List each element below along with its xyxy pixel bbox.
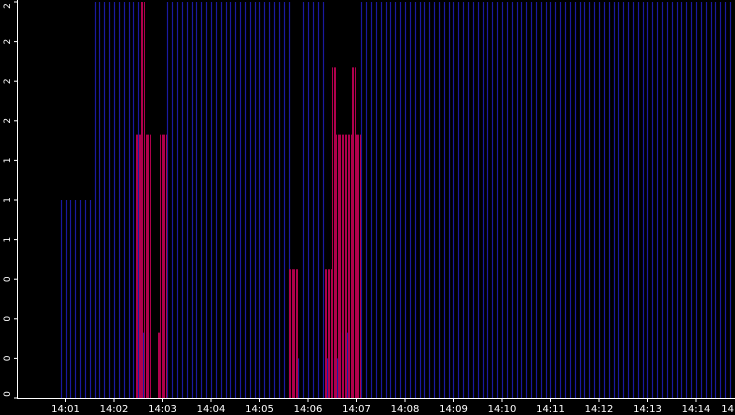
y-tick-label-0: 0 xyxy=(3,391,13,397)
x-tick-label-5: 14:06 xyxy=(294,404,323,415)
x-tick-label-9: 14:10 xyxy=(488,404,517,415)
y-tick-label-5: 1 xyxy=(3,197,13,203)
x-tick-label-12: 14:13 xyxy=(633,404,662,415)
series-red-bars xyxy=(136,2,361,398)
x-tick-label-0: 14:01 xyxy=(51,404,80,415)
y-tick-label-7: 2 xyxy=(3,118,13,124)
x-axis-ticks: 14:01 14:02 14:03 14:04 14:05 14:06 14:07 14:08… xyxy=(51,398,734,415)
x-tick-label-13: 14:14 xyxy=(682,404,711,415)
x-tick-label-11: 14:12 xyxy=(585,404,614,415)
x-tick-label-3: 14:04 xyxy=(197,404,226,415)
y-tick-label-6: 1 xyxy=(3,158,13,164)
x-tick-label-8: 14:09 xyxy=(439,404,468,415)
x-tick-label-7: 14:08 xyxy=(391,404,420,415)
x-tick-label-2: 14:03 xyxy=(148,404,177,415)
y-tick-label-10: 2 xyxy=(3,3,13,9)
series-blue-bars xyxy=(60,2,732,398)
x-tick-label-6: 14:07 xyxy=(342,404,371,415)
x-tick-label-10: 14:11 xyxy=(536,404,565,415)
x-tick-label-4: 14:05 xyxy=(245,404,274,415)
y-tick-label-8: 2 xyxy=(3,78,13,84)
y-tick-label-4: 1 xyxy=(3,237,13,243)
y-tick-label-9: 2 xyxy=(3,39,13,45)
y-tick-label-3: 0 xyxy=(3,276,13,282)
x-tick-label-1: 14:02 xyxy=(100,404,129,415)
y-tick-label-1: 0 xyxy=(3,355,13,361)
y-axis-ticks: 0 0 0 0 1 1 1 2 2 2 2 xyxy=(3,1,17,399)
x-tick-label-14: 14 xyxy=(721,404,734,415)
y-tick-label-2: 0 xyxy=(3,316,13,322)
